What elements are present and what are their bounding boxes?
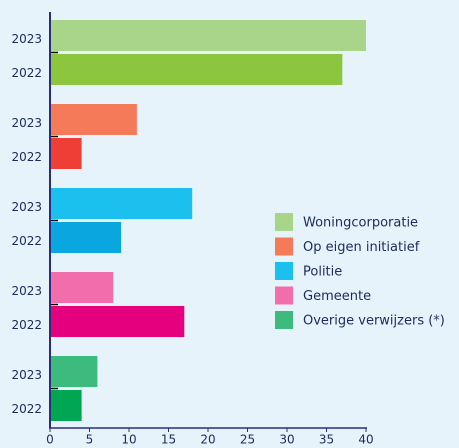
bar	[50, 390, 82, 421]
legend-swatch	[275, 213, 293, 231]
x-tick-label: 5	[86, 433, 94, 447]
bar	[50, 20, 366, 51]
y-tick-label: 2023	[11, 200, 42, 214]
y-tick-label: 2023	[11, 32, 42, 46]
legend-swatch	[275, 237, 293, 256]
x-tick-label: 20	[200, 433, 215, 447]
y-tick-label: 2022	[11, 66, 42, 80]
y-tick-label: 2022	[11, 234, 42, 248]
x-tick-label: 0	[46, 433, 54, 447]
bar	[50, 272, 114, 303]
bar	[50, 306, 185, 337]
legend-swatch	[275, 286, 293, 305]
bar	[50, 188, 193, 219]
legend-swatch	[275, 262, 293, 280]
bar	[50, 104, 137, 135]
y-tick-label: 2022	[11, 402, 42, 416]
x-tick-label: 40	[358, 433, 373, 447]
bar	[50, 222, 122, 253]
x-tick-label: 35	[319, 433, 334, 447]
legend-label: Woningcorporatie	[303, 216, 418, 231]
y-tick-label: 2022	[11, 150, 42, 164]
y-tick-label: 2022	[11, 318, 42, 332]
x-tick-label: 30	[279, 433, 294, 447]
legend-label: Politie	[303, 265, 342, 280]
y-tick-label: 2023	[11, 284, 42, 298]
y-tick-label: 2023	[11, 368, 42, 382]
legend-label: Overige verwijzers (*)	[303, 314, 445, 329]
x-tick-label: 25	[240, 433, 255, 447]
bar	[50, 356, 98, 387]
x-tick-label: 15	[161, 433, 176, 447]
legend-swatch	[275, 311, 293, 329]
y-tick-label: 2023	[11, 116, 42, 130]
bar	[50, 54, 343, 85]
legend-label: Gemeente	[303, 289, 371, 304]
x-tick-label: 10	[121, 433, 136, 447]
bar	[50, 138, 82, 169]
legend-label: Op eigen initiatief	[303, 240, 420, 255]
